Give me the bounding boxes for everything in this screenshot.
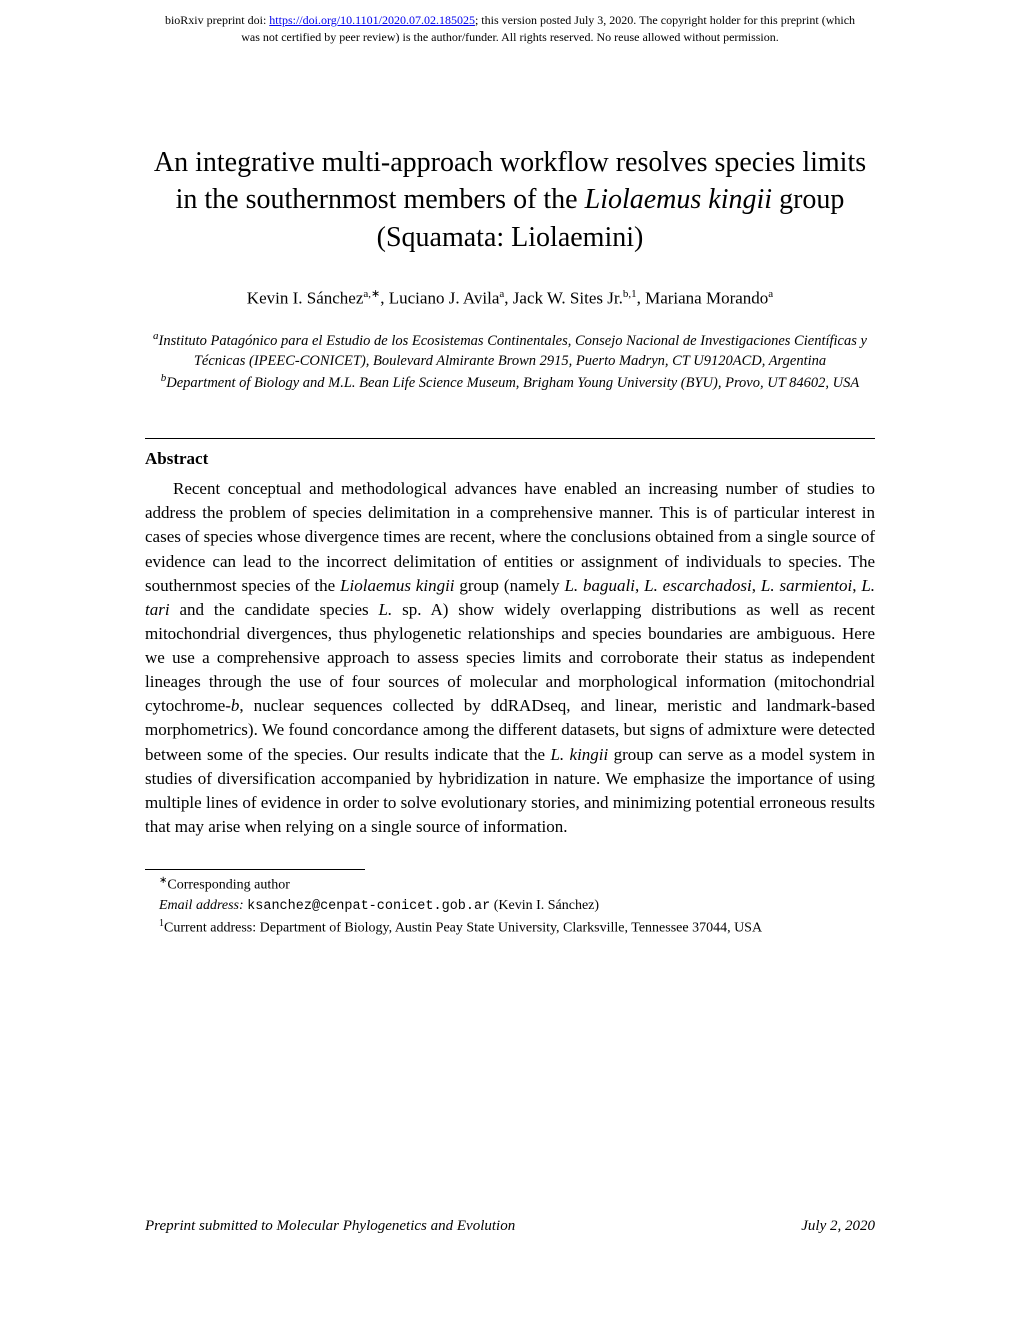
abstract-divider (145, 438, 875, 439)
paper-title: An integrative multi-approach workflow r… (145, 144, 875, 257)
abstract-p1d: , (752, 576, 761, 595)
email-label: Email address: (159, 898, 247, 913)
footer-left: Preprint submitted to Molecular Phylogen… (145, 1218, 515, 1235)
preprint-suffix1: ; this version posted July 3, 2020. The … (475, 13, 855, 27)
addr-text: Current address: Department of Biology, … (164, 920, 762, 935)
footnote-address: 1Current address: Department of Biology,… (145, 917, 875, 939)
footnotes: ∗Corresponding author Email address: ksa… (145, 874, 875, 938)
preprint-prefix: bioRxiv preprint doi: (165, 13, 269, 27)
abstract-p1e: , (852, 576, 861, 595)
author-1-sup: a,∗ (363, 288, 380, 300)
corr-text: Corresponding author (167, 878, 289, 893)
affil-b-text: Department of Biology and M.L. Bean Life… (166, 375, 859, 391)
author-list: Kevin I. Sáncheza,∗, Luciano J. Avilaa, … (145, 287, 875, 309)
doi-link[interactable]: https://doi.org/10.1101/2020.07.02.18502… (269, 13, 475, 27)
author-2: , Luciano J. Avila (380, 289, 499, 308)
author-3-sup: b,1 (623, 288, 637, 300)
author-1: Kevin I. Sánchez (247, 289, 364, 308)
abstract-i1: Liolaemus kingii (340, 576, 454, 595)
abstract-i4: L. sarmientoi (761, 576, 852, 595)
affiliations: aInstituto Patagónico para el Estudio de… (145, 329, 875, 394)
email-name: (Kevin I. Sánchez) (490, 898, 599, 913)
title-italic: Liolaemus kingii (585, 184, 772, 215)
abstract-i8: L. kingii (550, 745, 608, 764)
footnote-corresponding: ∗Corresponding author (145, 874, 875, 896)
abstract-p1f: and the candidate species (170, 600, 379, 619)
abstract-p1b: group (namely (455, 576, 565, 595)
affil-a-text: Instituto Patagónico para el Estudio de … (159, 332, 867, 368)
page-content: An integrative multi-approach workflow r… (0, 54, 1020, 939)
author-4: , Mariana Morando (637, 289, 769, 308)
email-address: ksanchez@cenpat-conicet.gob.ar (247, 899, 490, 914)
abstract-heading: Abstract (145, 449, 875, 469)
author-3: , Jack W. Sites Jr. (504, 289, 623, 308)
page-footer: Preprint submitted to Molecular Phylogen… (145, 1218, 875, 1235)
abstract-i6: L. (379, 600, 393, 619)
footer-right: July 2, 2020 (801, 1218, 875, 1235)
preprint-line2: was not certified by peer review) is the… (241, 30, 779, 44)
preprint-banner: bioRxiv preprint doi: https://doi.org/10… (0, 0, 1020, 54)
abstract-i2: L. baguali (564, 576, 635, 595)
footnote-divider (145, 869, 365, 870)
author-4-sup: a (768, 288, 773, 300)
abstract-p1c: , (635, 576, 644, 595)
abstract-i3: L. escarchadosi (644, 576, 752, 595)
footnote-email: Email address: ksanchez@cenpat-conicet.g… (145, 896, 875, 917)
abstract-text: Recent conceptual and methodological adv… (145, 477, 875, 839)
